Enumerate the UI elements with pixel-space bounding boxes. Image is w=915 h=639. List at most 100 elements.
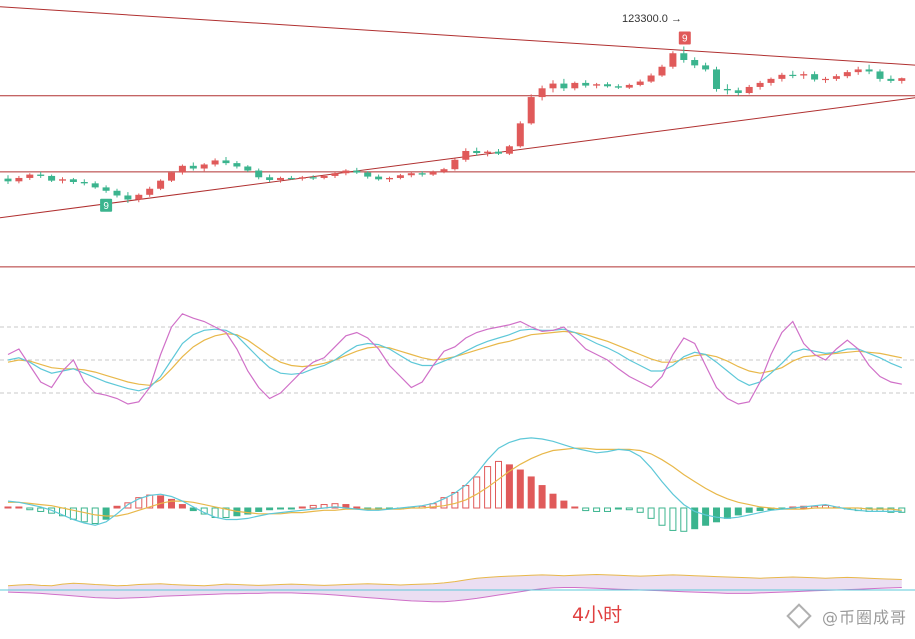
macd-histogram-bar [266,507,274,511]
kdj-indicator-panel [0,313,915,405]
macd-histogram-bar [560,500,568,509]
candle-body [102,187,110,191]
candle-body [298,177,306,179]
macd-histogram-bar [102,507,110,520]
candle-body [876,71,884,79]
macd-histogram-bar [713,507,720,523]
macd-histogram-bar [691,507,699,530]
candle-body [593,84,601,86]
candle-body [702,65,710,70]
candle-body [527,97,535,124]
watermark: @币圈成哥 [786,603,907,629]
candle-body [604,84,611,87]
macd-histogram-bar [244,507,252,515]
candle-body [211,160,219,165]
band-fill-area [8,574,902,602]
timeframe-label: 4小时 [572,604,623,626]
upper-trendline [0,6,915,66]
macd-histogram-bar [26,507,34,511]
macd-histogram-bar [80,507,88,523]
bottom-indicator-panel [0,573,915,603]
macd-histogram-bar [680,507,688,532]
candle-body [277,177,284,180]
macd-histogram-bar [37,507,45,512]
macd-histogram-bar [91,507,99,525]
candle-body [713,69,720,89]
candle-body [168,172,175,181]
kdj-k-line [7,313,902,405]
macd-histogram-bar [527,476,535,509]
candle-body [146,188,154,195]
macd-histogram-bar [625,507,633,511]
macd-histogram-bar [723,507,731,519]
candle-body [48,175,56,181]
candle-body [353,170,361,173]
candle-body [287,177,295,180]
candle-body [4,178,12,182]
candle-body [451,159,459,170]
candle-body [745,86,753,94]
candle-body [440,169,448,172]
candle-body [538,88,546,98]
band-upper-line [7,573,902,587]
candle-body [157,180,165,189]
macd-histogram-bar [734,507,742,516]
candle-body [135,194,143,200]
candle-body [255,170,263,178]
macd-histogram-bar [462,485,470,509]
macd-histogram-bar [495,460,502,509]
macd-histogram-bar [647,507,655,519]
macd-histogram-bar [189,507,197,512]
macd-histogram-bar [614,507,622,510]
macd-histogram-bar [222,507,230,518]
candle-body [200,164,208,169]
candle-body [473,150,481,154]
candle-body [560,83,568,89]
macd-histogram-bar [113,505,121,509]
candle-body [778,74,786,79]
macd-histogram-bar [505,464,513,509]
candle-body [800,74,808,76]
candle-body [549,83,557,89]
macd-histogram-bar [178,504,186,509]
macd-histogram-bar [298,506,306,509]
candle-body [266,177,274,180]
candle-body [723,88,731,91]
macd-histogram-bar [593,507,601,512]
td-bottom-count: 9 [103,201,109,212]
peak-price-value: 123300.0 [622,13,668,25]
candle-body [756,82,764,87]
macd-histogram-bar [331,503,339,509]
candle-body [91,183,99,188]
candle-body [331,173,339,176]
candle-body [822,78,829,81]
macd-histogram-bar [756,507,764,512]
candle-body [69,179,77,182]
macd-histogram-bar [604,507,611,512]
candle-body [37,174,45,176]
macd-histogram-bar [353,506,361,509]
macd-histogram-bar [15,506,23,509]
candlestick-series [4,46,906,203]
macd-histogram-bar [745,507,753,513]
candle-body [832,76,840,79]
candle-body [80,182,88,184]
trendline-layer [0,6,915,268]
candle-body [189,165,197,169]
candle-body [734,90,742,94]
kdj-d-line [7,328,903,392]
candle-body [865,69,873,72]
macd-histogram-bar [549,493,557,509]
td-sequential-markers: 99 [100,31,691,212]
peak-price-annotation: 123300.0 → [622,13,682,25]
macd-histogram-bar [277,507,284,510]
macd-dea-line [8,447,902,517]
candle-body [59,179,66,181]
band-lower-line [7,587,902,603]
kdj-j-line [7,330,902,386]
macd-histogram-bar [538,485,546,509]
macd-histogram-bar [571,506,579,509]
candle-body [462,150,470,160]
